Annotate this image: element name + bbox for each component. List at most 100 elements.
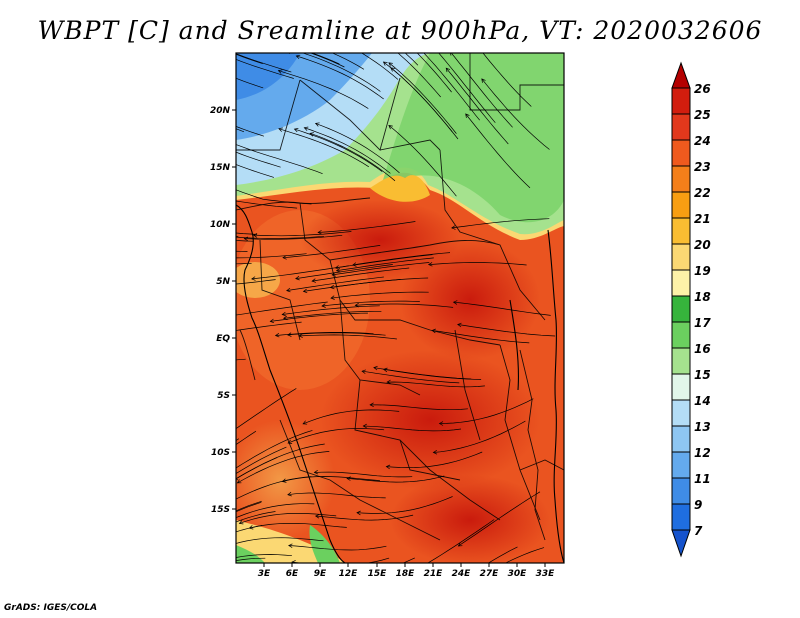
lat-label-15n: 15N: [210, 163, 231, 173]
streamline-arrowhead: [388, 62, 393, 67]
streamline: [487, 546, 518, 563]
streamline: [309, 53, 345, 68]
colorbar-label-12: 12: [694, 446, 711, 460]
streamline: [304, 127, 391, 174]
streamline: [362, 370, 460, 384]
streamline-arrowhead: [160, 222, 164, 226]
streamline: [303, 279, 401, 292]
streamline: [236, 457, 278, 480]
colorbar-segment: [671, 503, 691, 531]
streamline: [236, 511, 276, 523]
streamline-arrowhead: [362, 423, 367, 429]
streamline-arrowhead: [302, 420, 308, 425]
streamline: [355, 303, 454, 308]
wbpt-warm-coast: [236, 262, 280, 298]
streamline: [315, 514, 414, 521]
streamline-arrowhead: [292, 49, 296, 53]
streamline-arrowhead: [291, 560, 296, 563]
streamline-arrowhead: [217, 181, 221, 184]
streamline: [251, 265, 349, 280]
streamline: [236, 253, 307, 259]
streamline-arrowhead: [438, 421, 444, 426]
streamline: [236, 503, 315, 519]
streamline: [504, 547, 545, 563]
streamline-arrowhead: [281, 311, 287, 317]
streamline: [438, 53, 496, 123]
streamline: [296, 55, 384, 100]
colorbar-label-23: 23: [694, 160, 711, 174]
lat-label-5s: 5S: [217, 391, 230, 401]
wbpt-hot-core-south: [320, 350, 540, 490]
streamline: [236, 500, 262, 512]
streamline: [236, 446, 287, 475]
colorbar-label-17: 17: [694, 316, 711, 330]
streamline-arrowhead: [252, 34, 256, 38]
streamline-arrowhead: [196, 567, 200, 571]
wbpt-green-core: [380, 53, 564, 223]
streamline-arrowhead: [457, 588, 461, 592]
streamline-arrowhead: [356, 510, 361, 516]
colorbar-label-24: 24: [694, 134, 711, 148]
streamline-arrowhead: [287, 332, 292, 337]
streamline-arrowhead: [331, 272, 337, 277]
streamline: [236, 164, 275, 178]
streamline: [236, 200, 298, 209]
wbpt-hot-core-center: [400, 240, 540, 360]
streamline: [481, 78, 550, 150]
lon-label-21e: 21E: [424, 569, 444, 579]
streamline: [482, 53, 532, 107]
streamline: [433, 420, 526, 453]
colorbar-segment: [671, 87, 691, 115]
streamline: [249, 522, 347, 529]
streamline-arrowhead: [220, 522, 224, 525]
wbpt-orange-tongue: [370, 175, 430, 202]
colorbar-segment: [671, 217, 691, 245]
streamline: [236, 557, 266, 562]
streamline: [244, 234, 343, 240]
lon-label-3e: 3E: [258, 569, 271, 579]
streamline-arrowhead: [200, 37, 204, 40]
streamline-arrowhead: [314, 30, 318, 34]
colorbar-segment: [671, 165, 691, 193]
streamline: [278, 128, 369, 168]
colorbar-label-22: 22: [694, 186, 711, 200]
streamline-arrowhead: [277, 69, 283, 74]
streamline-arrowhead: [174, 543, 178, 547]
streamline: [236, 53, 263, 65]
streamline-arrowhead: [298, 333, 303, 338]
streamline: [404, 53, 419, 66]
streamline: [270, 312, 368, 322]
streamline: [236, 388, 297, 430]
streamline-arrowhead: [230, 142, 234, 146]
streamline-arrowhead: [247, 31, 251, 35]
wbpt-darkblue-north: [236, 53, 300, 100]
colorbar-label-14: 14: [694, 394, 711, 408]
colorbar-labels: 26 25 24 23 22 21 20 19 18 17 16 15 14 1…: [694, 82, 711, 538]
streamline: [315, 123, 400, 174]
colorbar-label-18: 18: [694, 290, 711, 304]
streamline-arrowhead: [252, 233, 258, 238]
lat-label-5n: 5N: [216, 277, 230, 287]
streamline-arrowhead: [450, 53, 455, 56]
colorbar-segment: [671, 295, 691, 323]
streamline-arrowhead: [432, 450, 438, 455]
streamline-arrowhead: [176, 45, 180, 49]
streamline-arrowhead: [311, 278, 317, 283]
streamline: [236, 232, 258, 235]
streamline-arrowhead: [154, 258, 158, 262]
streamline: [288, 545, 387, 551]
streamline-arrowhead: [383, 23, 387, 27]
streamline: [390, 67, 459, 140]
streamline: [236, 476, 312, 500]
grads-credit: GrADS: IGES/COLA: [4, 603, 98, 613]
streamline: [236, 59, 294, 79]
colorbar-segment: [671, 399, 691, 427]
map-field: [154, 23, 564, 592]
streamline: [321, 300, 420, 307]
streamline-arrowhead: [451, 225, 456, 230]
streamline-arrowhead: [215, 439, 219, 443]
streamline: [302, 409, 400, 425]
streamline-arrowhead: [203, 44, 207, 48]
streamline: [236, 189, 312, 205]
